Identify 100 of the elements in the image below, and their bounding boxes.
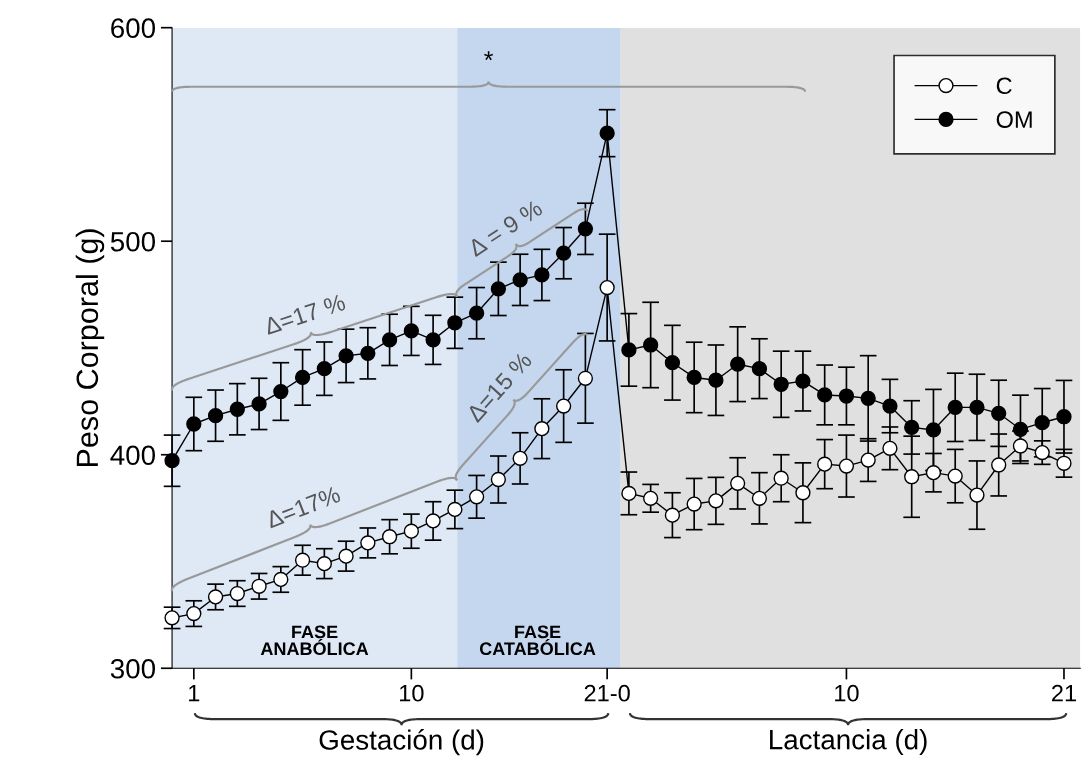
point <box>621 342 637 358</box>
y-tick-label: 600 <box>111 18 156 39</box>
point <box>773 470 789 486</box>
point <box>186 605 202 622</box>
x-tick-label: 1 <box>189 685 200 702</box>
legend-label: C <box>996 77 1012 95</box>
point <box>925 422 942 438</box>
point <box>490 281 507 297</box>
y-tick-label: 400 <box>110 445 156 466</box>
point <box>512 272 528 288</box>
point <box>643 337 659 353</box>
point <box>882 440 898 456</box>
text: Gestación (d) <box>319 729 484 756</box>
point <box>294 369 311 386</box>
point <box>512 450 528 467</box>
point <box>555 245 572 261</box>
point <box>555 398 572 414</box>
point <box>468 489 485 505</box>
point <box>860 390 876 407</box>
point <box>838 388 855 404</box>
point <box>207 589 224 605</box>
y-tick-label: 300 <box>110 658 156 679</box>
point <box>251 396 267 412</box>
point <box>425 332 441 348</box>
point <box>577 370 594 386</box>
point <box>447 501 463 518</box>
point <box>643 490 659 506</box>
point <box>338 548 354 564</box>
annotation: FASE CATABÓLICA <box>479 625 596 656</box>
annotation: * <box>484 51 494 61</box>
point <box>664 507 681 523</box>
point <box>186 416 202 432</box>
x-tick-label: 21-0 <box>584 684 630 702</box>
annotation: Δ=17 % <box>263 293 347 335</box>
point <box>664 355 681 371</box>
point <box>273 383 289 400</box>
annotation: FASE ANABÓLICA <box>260 625 369 656</box>
legend-label: OM <box>996 111 1032 128</box>
point <box>490 471 507 488</box>
point <box>403 323 419 339</box>
x-tick-label: 21 <box>1052 684 1076 702</box>
point <box>708 372 724 388</box>
point <box>1012 438 1029 454</box>
y-tick-label: 500 <box>110 231 156 252</box>
point <box>969 399 985 415</box>
point <box>773 376 789 392</box>
point <box>686 369 702 386</box>
point <box>577 221 594 237</box>
point <box>403 523 419 539</box>
point <box>817 456 833 472</box>
point <box>751 361 768 377</box>
point <box>969 487 985 503</box>
point <box>621 485 637 502</box>
point <box>207 408 224 424</box>
point <box>1034 415 1050 431</box>
point <box>338 348 354 364</box>
point <box>229 401 245 417</box>
point <box>686 496 702 512</box>
point <box>904 419 920 436</box>
point <box>381 332 398 348</box>
x-tick-label: 10 <box>400 684 424 702</box>
point <box>991 457 1007 473</box>
point <box>447 315 463 331</box>
point <box>294 552 311 568</box>
point <box>599 279 615 296</box>
point <box>229 585 245 602</box>
point <box>838 458 855 474</box>
point <box>534 421 550 437</box>
point <box>316 361 332 377</box>
point <box>599 125 615 141</box>
point <box>425 513 441 529</box>
point <box>273 571 289 588</box>
point <box>817 387 833 403</box>
point <box>1012 421 1029 437</box>
point <box>164 453 180 469</box>
point <box>947 399 963 415</box>
y-axis-title: Peso Corporal (g) <box>75 229 105 467</box>
annotation: Δ = 9 % <box>466 199 544 258</box>
point <box>468 305 485 321</box>
point <box>251 578 267 594</box>
point <box>904 469 920 485</box>
point <box>534 267 550 283</box>
point <box>360 345 376 361</box>
point <box>925 465 942 481</box>
point <box>708 493 724 509</box>
point <box>991 405 1007 421</box>
point <box>360 535 376 551</box>
point <box>882 398 898 414</box>
x-tick-label: 10 <box>835 684 859 702</box>
point <box>730 475 746 491</box>
point <box>730 356 746 372</box>
point <box>795 373 811 389</box>
point <box>381 529 398 545</box>
point <box>1034 444 1050 461</box>
point <box>795 485 811 501</box>
text: Lactancia (d) <box>770 729 927 755</box>
point <box>1056 409 1072 425</box>
point <box>316 555 332 572</box>
point <box>751 490 768 506</box>
point <box>860 452 876 468</box>
